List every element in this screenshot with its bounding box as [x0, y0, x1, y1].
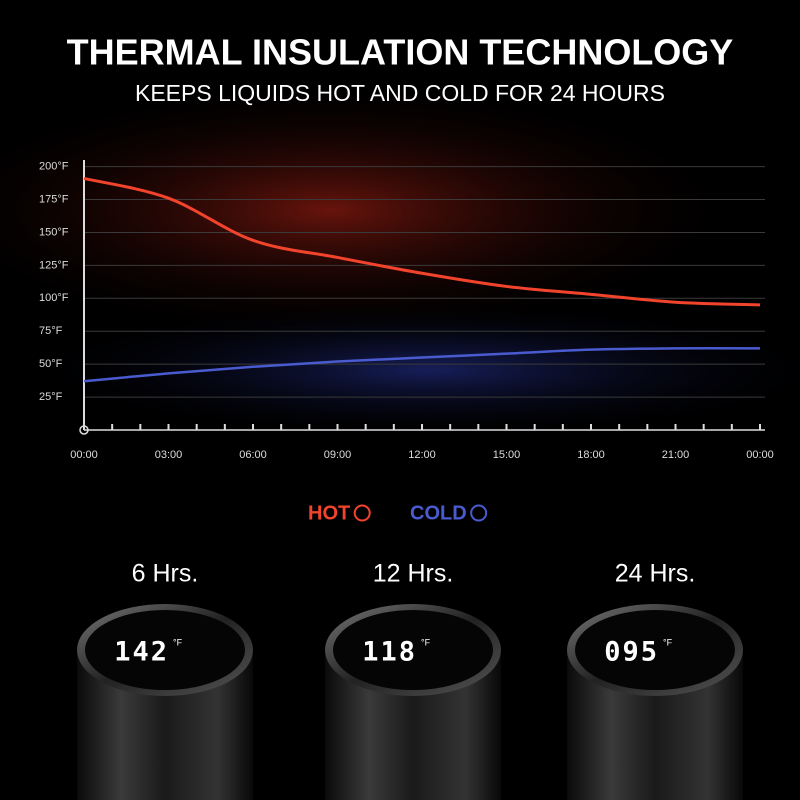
x-tick-label: 03:00	[155, 449, 183, 461]
y-tick-label: 150°F	[39, 226, 69, 238]
x-tick-label: 18:00	[577, 449, 605, 461]
data-line	[83, 176, 761, 307]
hot-glow	[0, 80, 750, 340]
x-tick-label: 15:00	[493, 449, 521, 461]
data-line	[83, 346, 761, 383]
bottle-label: 24 Hrs.	[615, 560, 696, 588]
display-unit: °F	[421, 637, 431, 647]
y-tick-label: 25°F	[39, 391, 63, 403]
x-tick-label: 12:00	[408, 449, 436, 461]
y-tick-label: 175°F	[39, 193, 69, 205]
y-tick-label: 50°F	[39, 358, 63, 370]
subtitle: KEEPS LIQUIDS HOT AND COLD FOR 24 HOURS	[135, 80, 665, 106]
bottle-label: 6 Hrs.	[132, 560, 199, 588]
x-tick-label: 21:00	[662, 449, 690, 461]
legend-marker	[470, 504, 488, 522]
display-unit: °F	[663, 637, 673, 647]
y-tick-label: 100°F	[39, 292, 69, 304]
legend-marker	[353, 504, 371, 522]
display-reading: 095	[604, 637, 659, 668]
axis-origin	[79, 425, 89, 435]
bottles: 6 Hrs. 142 °F 12 Hrs. 118 °F 24 Hrs. 095 °F	[77, 560, 743, 800]
display-reading: 142	[114, 637, 169, 668]
title: THERMAL INSULATION TECHNOLOGY	[67, 32, 734, 73]
chart: 25°F 50°F 75°F 100°F 125°F 150°F 175°F 200°F 00:…	[39, 160, 774, 524]
cold-glow	[10, 300, 800, 440]
display-unit: °F	[173, 637, 183, 647]
legend-label: HOT	[308, 502, 350, 524]
x-tick-label: 09:00	[324, 449, 352, 461]
bottle-cap	[333, 610, 493, 690]
bottle-cap	[85, 610, 245, 690]
y-tick-label: 75°F	[39, 325, 63, 337]
display-reading: 118	[362, 637, 417, 668]
bottle-label: 12 Hrs.	[373, 560, 454, 588]
y-tick-label: 200°F	[39, 160, 69, 172]
x-tick-label: 00:00	[70, 449, 98, 461]
y-tick-label: 125°F	[39, 259, 69, 271]
bottle-cap	[575, 610, 735, 690]
x-tick-label: 00:00	[746, 449, 774, 461]
legend-label: COLD	[410, 502, 467, 524]
x-tick-label: 06:00	[239, 449, 267, 461]
